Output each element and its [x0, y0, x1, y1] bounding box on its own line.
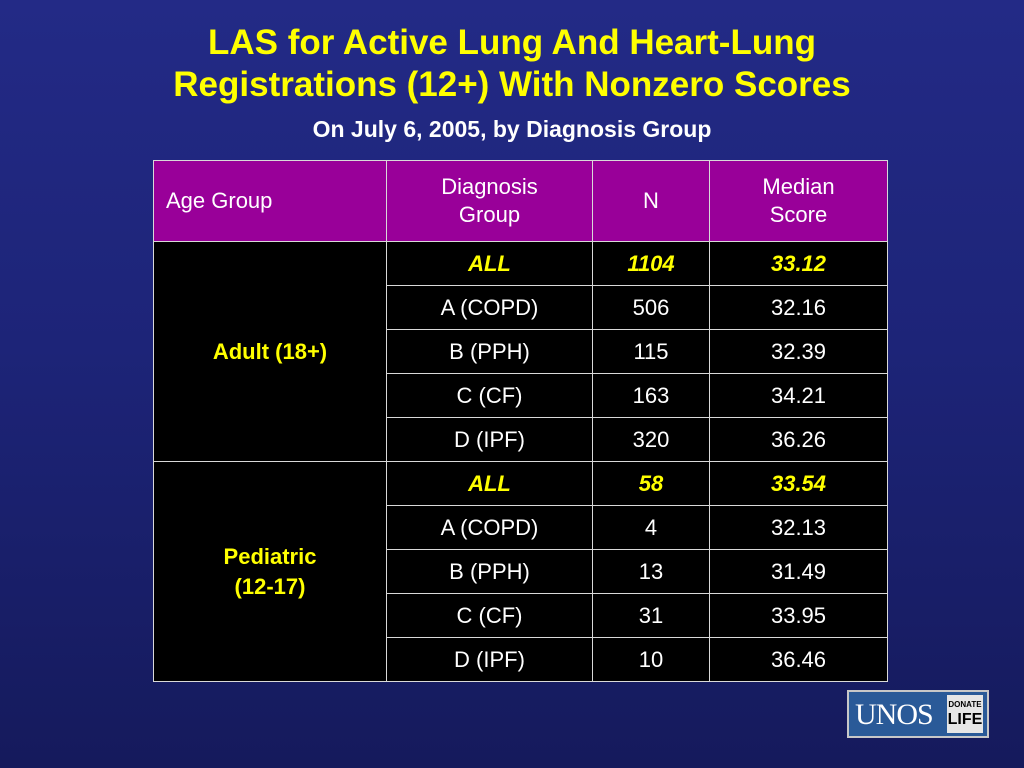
diagnosis-cell: D (IPF) [386, 417, 593, 462]
age-group-label-line-2: (12-17) [234, 573, 306, 599]
n-cell: 58 [592, 461, 710, 506]
donate-life-line-2: LIFE [947, 711, 983, 728]
table-row: B (PPH) 115 32.39 [154, 329, 888, 374]
median-cell: 32.39 [709, 329, 888, 374]
header-diagnosis-line-1: Diagnosis [441, 174, 538, 199]
age-group-label: Adult (18+) [212, 338, 328, 364]
n-cell: 4 [592, 505, 710, 550]
table-row: A (COPD) 506 32.16 [154, 285, 888, 330]
table-row: D (IPF) 320 36.26 [154, 417, 888, 462]
median-cell: 32.16 [709, 285, 888, 330]
n-cell: 1104 [592, 241, 710, 286]
slide-subtitle: On July 6, 2005, by Diagnosis Group [312, 116, 712, 142]
median-cell: 31.49 [709, 549, 888, 594]
n-cell: 320 [592, 417, 710, 462]
median-cell: 36.26 [709, 417, 888, 462]
title-line-1: LAS for Active Lung And Heart-Lung [208, 23, 816, 62]
header-median-line-1: Median [762, 174, 835, 199]
unos-donate-life-logo: UNOS DONATE LIFE [847, 690, 989, 738]
donate-life-line-1: DONATE [948, 700, 982, 709]
diagnosis-cell: C (CF) [386, 593, 593, 638]
diagnosis-cell: B (PPH) [386, 329, 593, 374]
n-cell: 10 [592, 637, 710, 682]
diagnosis-cell: B (PPH) [386, 549, 593, 594]
table-header-row: Age Group Diagnosis Group N Median Score [153, 160, 888, 242]
donate-life-badge: DONATE LIFE [947, 695, 983, 733]
n-cell: 506 [592, 285, 710, 330]
n-cell: 163 [592, 373, 710, 418]
table-row: Adult (18+) ALL 1104 33.12 [153, 241, 888, 462]
median-cell: 32.13 [709, 505, 888, 550]
table-body: Adult (18+) ALL 1104 33.12 A (COPD) 506 … [153, 241, 888, 682]
n-cell: 31 [592, 593, 710, 638]
age-group-label: Pediatric [223, 543, 317, 569]
n-cell: 115 [592, 329, 710, 374]
age-group-adult: Adult (18+) [153, 241, 387, 462]
header-diagnosis-line-2: Group [458, 202, 521, 227]
median-cell: 36.46 [709, 637, 888, 682]
diagnosis-cell: A (COPD) [386, 505, 593, 550]
table-row: C (CF) 31 33.95 [154, 593, 888, 638]
header-n: N [592, 160, 710, 242]
header-median-score: Median Score [709, 160, 888, 242]
table-row: Pediatric (12-17) ALL 58 33.54 [153, 461, 888, 682]
title-line-2: Registrations (12+) With Nonzero Scores [173, 65, 851, 104]
unos-wordmark: UNOS [855, 698, 934, 731]
median-cell: 33.12 [709, 241, 888, 286]
diagnosis-cell: C (CF) [386, 373, 593, 418]
table-row: D (IPF) 10 36.46 [154, 637, 888, 682]
las-table: Age Group Diagnosis Group N Median Score… [153, 160, 888, 682]
header-median-line-2: Score [769, 202, 828, 227]
diagnosis-cell: A (COPD) [386, 285, 593, 330]
age-group-pediatric: Pediatric (12-17) [153, 461, 387, 682]
median-cell: 34.21 [709, 373, 888, 418]
median-cell: 33.95 [709, 593, 888, 638]
diagnosis-cell: ALL [386, 241, 593, 286]
n-cell: 13 [592, 549, 710, 594]
table-row: C (CF) 163 34.21 [154, 373, 888, 418]
slide-title: LAS for Active Lung And Heart-Lung Regis… [0, 22, 1024, 106]
diagnosis-cell: D (IPF) [386, 637, 593, 682]
median-cell: 33.54 [709, 461, 888, 506]
diagnosis-cell: ALL [386, 461, 593, 506]
table-row: B (PPH) 13 31.49 [154, 549, 888, 594]
table-row: A (COPD) 4 32.13 [154, 505, 888, 550]
header-diagnosis-group: Diagnosis Group [386, 160, 593, 242]
header-age-group: Age Group [153, 160, 387, 242]
